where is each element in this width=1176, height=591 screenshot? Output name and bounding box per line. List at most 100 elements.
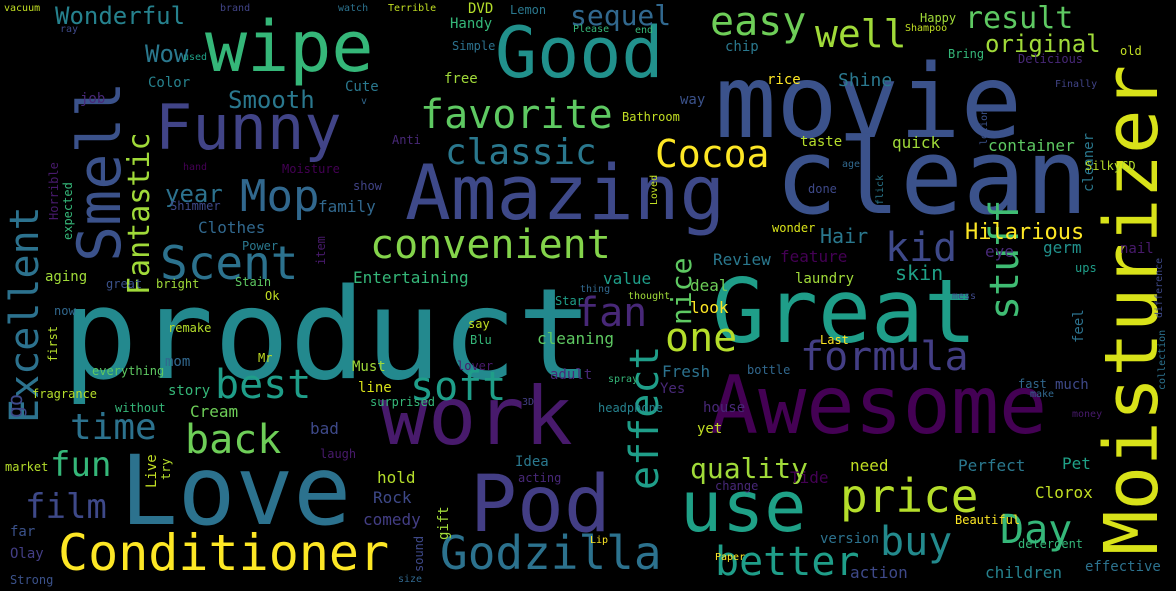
word-54: Wow — [145, 40, 189, 68]
word-131: now — [54, 304, 76, 318]
word-69: comedy — [363, 510, 421, 529]
word-62: Perfect — [958, 456, 1026, 475]
word-136: great — [106, 277, 143, 291]
word-138: Star — [555, 294, 584, 308]
word-115: feel — [1071, 309, 1087, 343]
word-114: much — [1055, 377, 1089, 393]
word-101: vacuum — [4, 3, 41, 14]
word-14: Smell — [65, 81, 135, 262]
word-102: ray — [60, 24, 79, 35]
word-144: headphone — [598, 401, 664, 415]
word-22: soft — [410, 364, 507, 410]
word-76: cleaning — [537, 329, 615, 348]
word-63: Pet — [1062, 454, 1091, 473]
word-161: Mr — [258, 351, 273, 365]
word-8: Pod — [470, 460, 611, 550]
word-184: hand — [183, 162, 208, 173]
word-9: Amazing — [405, 148, 726, 237]
word-117: make — [1030, 389, 1055, 400]
word-110: chip — [725, 39, 759, 55]
word-149: try — [159, 458, 173, 480]
word-61: Clorox — [1035, 483, 1093, 502]
word-132: remake — [168, 321, 212, 335]
word-31: easy — [710, 0, 807, 45]
word-185: Shimmer — [170, 199, 221, 213]
word-176: Bring — [948, 47, 985, 61]
word-43: Hilarious — [965, 220, 1085, 245]
word-187: item — [314, 236, 328, 265]
word-99: watch — [338, 3, 369, 14]
word-72: story — [168, 383, 211, 399]
word-17: price — [840, 469, 979, 523]
word-112: done — [808, 182, 837, 196]
word-160: Last — [820, 333, 849, 347]
word-37: fan — [575, 290, 648, 336]
word-40: Cocoa — [655, 132, 770, 176]
word-147: surprised — [370, 395, 436, 409]
word-58: Shine — [838, 70, 893, 91]
word-42: quality — [690, 452, 809, 485]
word-41: well — [815, 12, 907, 56]
word-182: Please — [573, 24, 610, 35]
word-77: Fresh — [662, 362, 711, 381]
word-180: old — [1120, 44, 1142, 58]
word-141: Blu — [470, 333, 492, 347]
word-189: v — [361, 96, 368, 107]
word-159: bottle — [747, 363, 791, 377]
word-169: mess — [952, 291, 977, 302]
word-162: spray — [608, 374, 639, 385]
word-142: adult — [550, 367, 593, 383]
word-146: lover — [457, 359, 494, 373]
word-32: Mop — [240, 171, 320, 222]
word-78: bad — [310, 419, 339, 438]
word-85: value — [603, 269, 652, 288]
word-179: Finally — [1055, 79, 1098, 90]
word-6: Awesome — [710, 359, 1048, 452]
word-186: show — [353, 179, 382, 193]
word-158: house — [703, 400, 746, 416]
word-103: used — [183, 52, 208, 63]
word-172: difference — [1154, 257, 1165, 318]
word-5: Love — [120, 435, 352, 547]
word-183: Moisture — [282, 162, 340, 176]
word-33: kid — [885, 225, 958, 271]
word-125: far — [10, 524, 36, 540]
word-0: product — [62, 261, 594, 408]
word-130: first — [46, 325, 60, 362]
word-21: back — [185, 417, 282, 463]
word-92: Cute — [345, 79, 379, 95]
word-83: look — [690, 298, 729, 317]
word-188: way — [680, 92, 706, 108]
word-173: nail — [1120, 241, 1154, 257]
word-93: free — [444, 71, 478, 87]
word-44: result — [965, 1, 1074, 36]
word-36: one — [665, 315, 738, 361]
word-97: Lemon — [510, 3, 547, 17]
word-120: Beautiful — [955, 513, 1021, 527]
word-126: market — [5, 460, 49, 474]
word-2: clean — [775, 116, 1089, 238]
word-91: Color — [148, 75, 191, 91]
word-105: Horrible — [47, 162, 61, 220]
word-1: movie — [715, 43, 1023, 162]
word-16: Godzilla — [440, 526, 662, 580]
word-64: need — [850, 456, 889, 475]
word-4: Great — [712, 260, 977, 363]
word-24: buy — [880, 519, 953, 565]
word-89: Tide — [790, 468, 829, 487]
word-118: money — [1072, 409, 1103, 420]
word-70: hold — [377, 468, 416, 487]
word-96: DVD — [468, 1, 494, 17]
word-154: sound — [412, 535, 426, 572]
word-156: change — [715, 479, 759, 493]
word-133: Ok — [265, 289, 280, 303]
word-109: rice — [767, 72, 801, 88]
word-145: 3D — [522, 397, 535, 408]
word-20: best — [215, 362, 312, 408]
word-10: wipe — [205, 6, 374, 88]
word-163: thought — [628, 291, 671, 302]
word-174: SilkyCD — [1085, 159, 1136, 173]
word-35: time — [70, 407, 157, 448]
word-137: bright — [156, 277, 200, 291]
word-53: skin — [895, 261, 944, 285]
